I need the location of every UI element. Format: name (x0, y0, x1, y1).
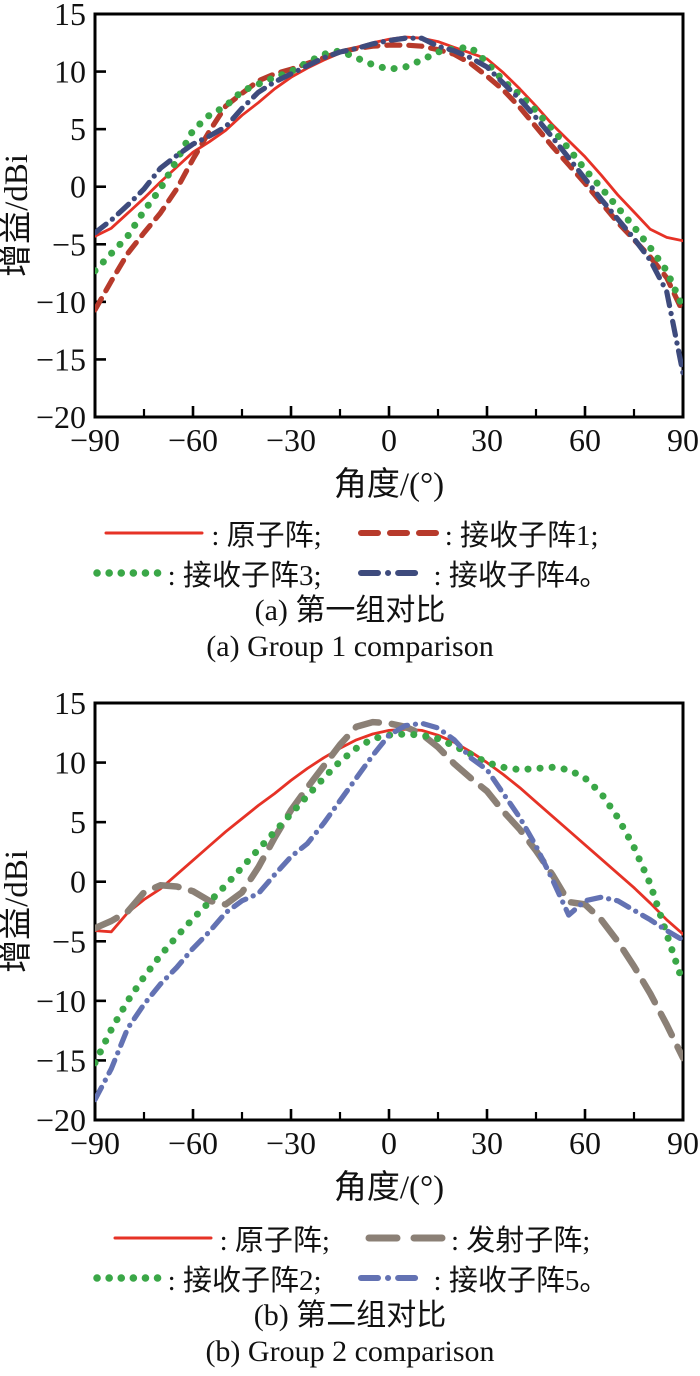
solid-line-sample-icon (104, 531, 204, 535)
svg-text:30: 30 (471, 1125, 503, 1161)
dashdot-line-sample-icon (357, 570, 428, 576)
legend-label: : 接收子阵5。 (433, 1265, 609, 1297)
svg-text:5: 5 (70, 804, 86, 840)
legend-item-transmit-subarray: : 发射子阵; (364, 1217, 590, 1259)
legend-row: : 接收子阵2; : 接收子阵5。 (0, 1258, 700, 1298)
svg-text:−10: −10 (36, 284, 86, 320)
caption-b-en: (b) Group 2 comparison (205, 1335, 495, 1368)
svg-text:−5: −5 (52, 923, 86, 959)
legend-item-receive-subarray-1: : 接收子阵1; (356, 512, 599, 554)
svg-text:0: 0 (70, 169, 86, 205)
legend-item-receive-subarray-3: : 接收子阵3; (92, 552, 322, 594)
svg-text:−20: −20 (36, 399, 86, 435)
svg-text:0: 0 (70, 864, 86, 900)
svg-text:15: 15 (54, 0, 86, 32)
legend-row: : 原子阵; : 发射子阵; (0, 1218, 700, 1258)
dashed-line-sample-icon (357, 530, 439, 536)
caption-a-en: (a) Group 1 comparison (206, 630, 494, 663)
svg-text:60: 60 (569, 422, 601, 458)
legend-item-receive-subarray-2: : 接收子阵2; (92, 1257, 322, 1299)
svg-text:−10: −10 (36, 983, 86, 1019)
legend-row: : 原子阵; : 接收子阵1; (0, 513, 700, 553)
svg-text:60: 60 (569, 1125, 601, 1161)
legend-item-original-array: : 原子阵; (101, 512, 322, 554)
figure-b: −90 −60 −30 0 30 60 90 15 10 5 0 −5 −10 −15 −20 增益/dBi 角… (0, 672, 700, 1376)
legend-label: : 接收子阵1; (444, 520, 599, 552)
caption-a-zh: (a) 第一组对比 (254, 594, 446, 627)
svg-text:角度/(°): 角度/(°) (334, 466, 444, 503)
legend-label: : 接收子阵2; (167, 1265, 322, 1297)
svg-text:−20: −20 (36, 1102, 86, 1138)
dashdot-line-sample-icon (357, 1275, 428, 1281)
solid-line-sample-icon (113, 1236, 213, 1240)
svg-text:−90: −90 (70, 422, 120, 458)
dotted-line-sample-icon (92, 569, 163, 577)
svg-text:15: 15 (54, 685, 86, 721)
legend-label: : 接收子阵3; (167, 560, 322, 592)
longdash-line-sample-icon (365, 1234, 446, 1242)
svg-text:−15: −15 (36, 341, 86, 377)
svg-text:90: 90 (667, 1125, 699, 1161)
legend-label: : 接收子阵4。 (433, 560, 609, 592)
legend-item-original-array: : 原子阵; (110, 1217, 330, 1259)
svg-text:−90: −90 (70, 1125, 120, 1161)
dotted-line-sample-icon (92, 1274, 163, 1282)
svg-text:角度/(°): 角度/(°) (334, 1169, 444, 1206)
chart-a-legend: : 原子阵; : 接收子阵1; : 接收子阵3; : 接收子阵4。 (0, 513, 700, 593)
gain-pattern-chart-b: −90 −60 −30 0 30 60 90 15 10 5 0 −5 −10 −15 −20 增益/dBi 角… (0, 685, 699, 1206)
svg-text:10: 10 (54, 54, 86, 90)
svg-text:0: 0 (381, 422, 397, 458)
legend-label: : 发射子阵; (451, 1225, 591, 1257)
legend-item-receive-subarray-5: : 接收子阵5。 (356, 1257, 609, 1299)
legend-label: : 原子阵; (211, 520, 322, 552)
svg-text:30: 30 (471, 422, 503, 458)
legend-label: : 原子阵; (219, 1225, 330, 1257)
legend-row: : 接收子阵3; : 接收子阵4。 (0, 553, 700, 593)
svg-text:−5: −5 (52, 226, 86, 262)
svg-text:增益/dBi: 增益/dBi (0, 850, 35, 973)
gain-pattern-chart-a: −90 −60 −30 0 30 60 90 15 10 5 0 −5 −10 −15 −20 增益/dBi 角… (0, 0, 699, 503)
figure-a: −90 −60 −30 0 30 60 90 15 10 5 0 −5 −10 −15 −20 增益/dBi 角… (0, 0, 700, 672)
chart-b-legend: : 原子阵; : 发射子阵; : 接收子阵2; : 接收子阵5。 (0, 1218, 700, 1298)
caption-b-zh: (b) 第二组对比 (253, 1299, 447, 1332)
svg-text:90: 90 (667, 422, 699, 458)
svg-text:10: 10 (54, 745, 86, 781)
svg-text:−30: −30 (266, 1125, 316, 1161)
svg-text:5: 5 (70, 111, 86, 147)
svg-text:−15: −15 (36, 1042, 86, 1078)
svg-text:−30: −30 (266, 422, 316, 458)
svg-text:−60: −60 (168, 1125, 218, 1161)
legend-item-receive-subarray-4: : 接收子阵4。 (356, 552, 609, 594)
svg-text:0: 0 (381, 1125, 397, 1161)
svg-text:−60: −60 (168, 422, 218, 458)
svg-text:增益/dBi: 增益/dBi (0, 154, 35, 277)
